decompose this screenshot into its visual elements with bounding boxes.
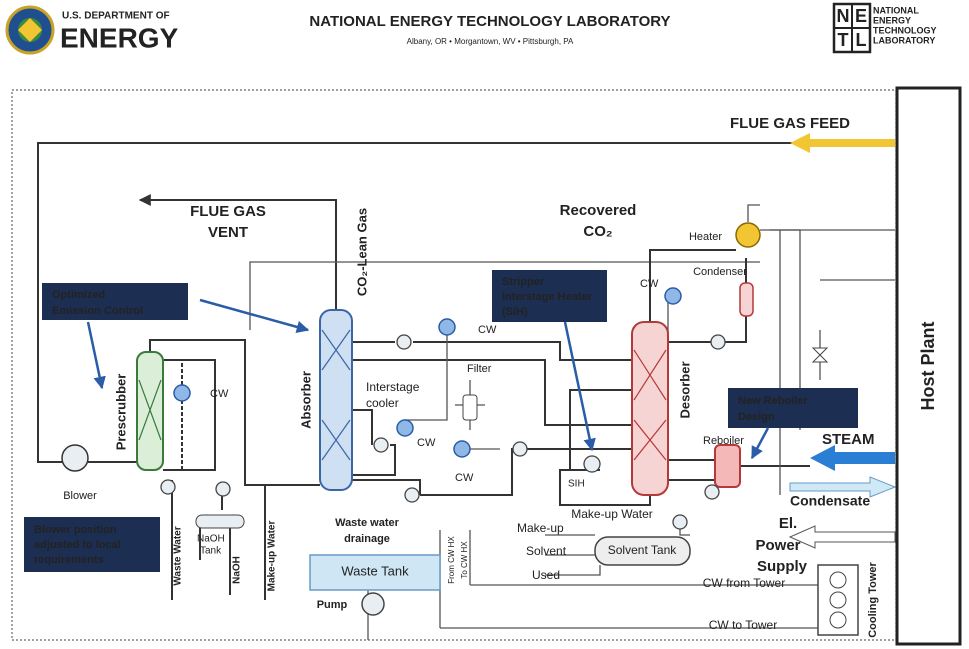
absorber: Absorber [298,371,313,429]
callouts: Blower position [34,524,117,536]
doe-top: U.S. DEPARTMENT OF [62,11,170,22]
cw-from-tower: CW from Tower [703,576,785,590]
power-supply: El. [779,515,797,532]
sih: SIH [568,479,585,490]
netl-letters: T [838,30,849,50]
cw: CW [640,278,659,290]
netl-letters: E [855,6,867,26]
waste-water-drainage: drainage [344,533,390,545]
reboiler: Reboiler [703,435,744,447]
steam: STEAM [822,431,875,448]
flue-gas-vent: VENT [208,224,248,241]
netl-words: TECHNOLOGY [873,25,937,35]
co2-lean-gas: CO₂-Lean Gas [354,208,369,296]
host-plant: Host Plant [918,321,938,410]
to-cw-hx: To CW HX [460,541,469,579]
solvent-tank: Solvent Tank [608,543,677,557]
cooling-tower: Cooling Tower [867,562,879,638]
pump: Pump [317,599,348,611]
cw-to-tower: CW to Tower [709,618,777,632]
cw: CW [417,437,436,449]
doe-seal [7,7,53,53]
netl-words: ENERGY [873,15,911,25]
solvent-makeup: Make-up [517,521,564,535]
waste-water-drainage: Waste water [335,517,400,529]
naoh-tank: Tank [200,546,222,557]
recovered-co2: CO₂ [583,223,612,240]
callouts: adjusted to local [34,539,121,551]
condensate: Condensate [790,493,870,509]
waste-water: Waste Water [173,526,184,585]
page: U.S. DEPARTMENT OFENERGYNATIONAL ENERGY … [0,0,969,649]
waste-tank: Waste Tank [341,563,409,578]
cw: CW [455,472,474,484]
naoh-tank: NaOH [197,534,225,545]
recovered-co2: Recovered [560,202,637,219]
solvent-makeup: Solvent [526,544,567,558]
stream-arrows [790,133,895,548]
doe-main: ENERGY [60,22,179,53]
netl-letters: N [837,6,850,26]
desorber-makeup-water: Make-up Water [571,507,653,521]
callouts: Interstage Heater [502,291,593,303]
desorber: Desorber [677,361,692,418]
callouts: Emission Control [52,305,143,317]
filter: Filter [467,363,492,375]
netl-letters: L [856,30,867,50]
used: Used [532,568,560,582]
flue-gas-feed: FLUE GAS FEED [730,115,850,132]
callouts: requirements [34,554,104,566]
power-supply: Supply [757,558,808,575]
blower: Blower [63,490,97,502]
heater: Heater [689,231,722,243]
callouts: New Reboiler [738,395,808,407]
callouts: Stripper [502,276,545,288]
condenser: Condenser [693,266,747,278]
callouts: (SIH) [502,306,528,318]
power-supply: Power [755,537,800,554]
cw: CW [478,324,497,336]
interstage-cooler: Interstage [366,380,420,394]
callouts: Design [738,411,775,423]
flue-gas-vent: FLUE GAS [190,203,266,220]
interstage-cooler: cooler [366,396,399,410]
makeup-water: Make-up Water [267,521,278,592]
lab-locations: Albany, OR • Morgantown, WV • Pittsburgh… [407,37,574,46]
naoh: NaOH [232,556,243,584]
netl-words: NATIONAL [873,5,919,15]
netl-words: LABORATORY [873,35,935,45]
prescrubber: Prescrubber [113,374,128,451]
cw: CW [210,388,229,400]
callouts: Optimized [52,289,105,301]
from-cw-hx: From CW HX [447,536,456,584]
lab-name: NATIONAL ENERGY TECHNOLOGY LABORATORY [309,13,670,30]
